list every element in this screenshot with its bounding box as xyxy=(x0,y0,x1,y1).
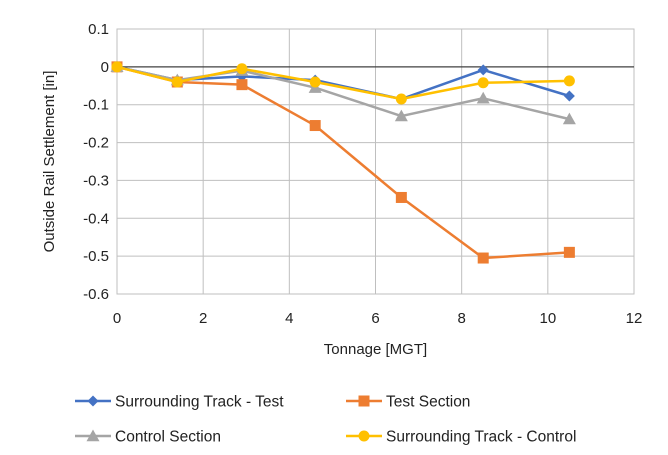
y-tick-label: -0.2 xyxy=(83,135,109,152)
data-point xyxy=(395,191,407,203)
series-4 xyxy=(111,61,575,105)
y-tick-label: 0.1 xyxy=(88,21,109,38)
data-point xyxy=(309,120,321,132)
legend-item: Surrounding Track - Test xyxy=(75,394,284,411)
series-group xyxy=(110,60,576,264)
y-tick-label: 0 xyxy=(101,59,109,76)
x-axis-label: Tonnage [MGT] xyxy=(324,341,427,358)
legend-label: Test Section xyxy=(386,394,470,411)
y-tick-label: -0.6 xyxy=(83,286,109,303)
gridlines xyxy=(116,28,635,295)
legend-item: Control Section xyxy=(75,429,221,446)
x-tick-label: 2 xyxy=(199,310,207,327)
data-point xyxy=(562,112,576,125)
x-tick-label: 8 xyxy=(457,310,465,327)
x-tick-label: 4 xyxy=(285,310,293,327)
data-point xyxy=(476,91,490,104)
legend-item: Test Section xyxy=(346,394,470,411)
legend: Surrounding Track - Test Test Section Cont… xyxy=(75,394,576,446)
data-point xyxy=(236,79,248,91)
data-point xyxy=(111,61,123,73)
data-point xyxy=(563,75,575,87)
data-point xyxy=(477,252,489,264)
x-tick-label: 6 xyxy=(371,310,379,327)
legend-marker xyxy=(86,429,100,442)
legend-marker xyxy=(87,395,99,407)
data-point xyxy=(563,246,575,258)
data-point xyxy=(394,109,408,122)
legend-label: Surrounding Track - Control xyxy=(386,429,576,446)
data-point xyxy=(395,93,407,105)
data-point xyxy=(236,63,248,75)
axes: 0.10-0.1-0.2-0.3-0.4-0.5-0.60 2 4 6 8 10 12Ton… xyxy=(41,21,642,358)
legend-label: Surrounding Track - Test xyxy=(115,394,284,411)
legend-marker xyxy=(358,395,370,407)
data-point xyxy=(309,76,321,88)
x-tick-label: 0 xyxy=(113,310,121,327)
y-tick-label: -0.5 xyxy=(83,248,109,265)
legend-item: Surrounding Track - Control xyxy=(346,429,576,446)
legend-label: Control Section xyxy=(115,429,221,446)
x-tick-label: 12 xyxy=(626,310,643,327)
y-tick-label: -0.1 xyxy=(83,97,109,114)
data-point xyxy=(171,76,183,88)
x-tick-label: 10 xyxy=(539,310,556,327)
data-point xyxy=(563,90,575,102)
y-tick-label: -0.4 xyxy=(83,210,109,227)
data-point xyxy=(477,64,489,76)
data-point xyxy=(477,77,489,89)
legend-marker xyxy=(358,430,370,442)
y-tick-label: -0.3 xyxy=(83,172,109,189)
plot-area-border xyxy=(116,28,635,295)
y-axis-label: Outside Rail Settlement [in] xyxy=(41,71,58,253)
